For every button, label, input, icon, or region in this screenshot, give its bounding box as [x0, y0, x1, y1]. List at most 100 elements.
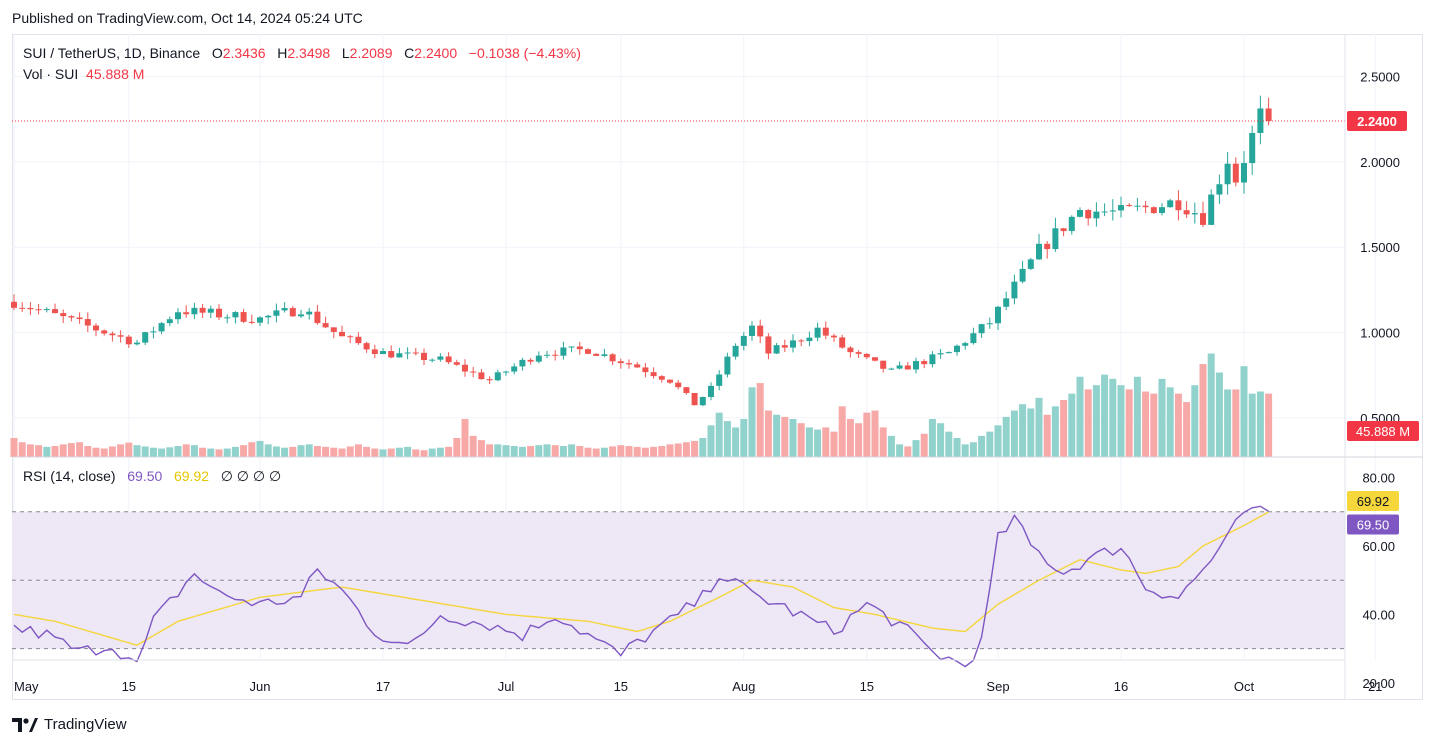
open-value: 2.3436	[222, 45, 266, 61]
volume-bar	[281, 447, 289, 457]
candle-body	[412, 352, 419, 354]
candle-body	[675, 382, 682, 388]
volume-bar	[51, 446, 59, 457]
volume-bar	[436, 447, 444, 457]
candle-body	[511, 366, 518, 372]
candle-body	[1077, 210, 1083, 217]
volume-bar	[928, 418, 936, 457]
volume-bar	[1256, 391, 1264, 457]
volume-bar	[773, 414, 781, 457]
volume-tag	[1347, 421, 1419, 441]
candle-body	[626, 363, 632, 365]
volume-bar	[420, 450, 428, 457]
volume-bar	[76, 442, 84, 457]
candle-body	[248, 321, 255, 323]
candle-body	[257, 317, 263, 323]
candle-body	[740, 335, 747, 346]
candle-body	[166, 319, 173, 324]
volume-bar	[199, 447, 207, 457]
candle-body	[855, 352, 862, 354]
candle-body	[1208, 194, 1215, 225]
volume-bar	[1076, 376, 1084, 457]
candle-body	[1003, 298, 1010, 307]
candle-body	[847, 347, 854, 353]
candle-body	[355, 336, 362, 344]
volume-bar	[477, 440, 485, 457]
high-value: 2.3498	[287, 45, 331, 61]
volume-bar	[1150, 393, 1158, 457]
candle-body	[1249, 132, 1256, 164]
time-tick-label: Oct	[1234, 679, 1255, 694]
footer: TradingView	[12, 716, 127, 733]
volume-bar	[822, 427, 830, 457]
candle-body	[76, 317, 83, 320]
candle-body	[1060, 228, 1067, 232]
candle-body	[790, 340, 796, 348]
candle-body	[437, 356, 444, 360]
candle-body	[1191, 213, 1198, 215]
candle-body	[134, 342, 140, 345]
candle-body	[642, 367, 649, 373]
low-label: L	[341, 45, 350, 61]
candle-body	[749, 325, 755, 336]
volume-bar	[190, 445, 198, 457]
candle-body	[929, 354, 936, 365]
candle-body	[421, 352, 427, 361]
volume-bar	[805, 427, 813, 457]
volume-bar	[395, 447, 403, 457]
price-tick-label: 1.5000	[1360, 240, 1400, 255]
rsi-tick-label: 80.00	[1362, 471, 1395, 486]
volume-bar	[1199, 364, 1207, 457]
volume-bar	[1010, 410, 1018, 457]
candle-body	[724, 356, 731, 375]
rsi-extra-values: ∅ ∅ ∅ ∅	[220, 468, 282, 484]
volume-bar	[305, 444, 313, 457]
volume-bar	[35, 445, 43, 457]
candle-body	[191, 307, 198, 315]
volume-bar	[1117, 385, 1125, 457]
candle-body	[609, 354, 616, 362]
volume-bar	[43, 446, 51, 457]
close-label: C	[404, 45, 415, 61]
volume-bar	[1060, 399, 1068, 457]
candle-body	[593, 353, 600, 356]
candle-body	[708, 385, 714, 398]
volume-bar	[723, 421, 731, 457]
volume-bar	[297, 445, 305, 457]
volume-bar	[937, 423, 945, 457]
time-tick-label: 21	[1368, 679, 1382, 694]
candle-body	[831, 335, 837, 338]
volume-bar	[1174, 393, 1182, 457]
candle-body	[183, 312, 190, 315]
candle-body	[101, 330, 108, 334]
published-caption: Published on TradingView.com, Oct 14, 20…	[12, 10, 363, 26]
footer-brand: TradingView	[44, 716, 127, 733]
volume-bar	[576, 446, 584, 457]
volume-bar	[322, 446, 330, 457]
candle-body	[1027, 259, 1034, 269]
volume-bar	[330, 447, 338, 457]
candle-body	[1085, 210, 1092, 219]
candle-body	[281, 308, 288, 311]
close-value: 2.2400	[414, 45, 458, 61]
candle-body	[699, 397, 706, 406]
volume-tag-text: 45.888 M	[1356, 424, 1410, 439]
last-price-tag	[1347, 110, 1407, 131]
candle-body	[445, 356, 452, 363]
time-tick-label: 15	[122, 679, 136, 694]
volume-bar	[379, 449, 387, 457]
volume-bar	[486, 444, 494, 457]
volume-bar	[1248, 393, 1256, 457]
volume-bar	[1125, 389, 1133, 457]
volume-bar	[1265, 393, 1273, 457]
candle-body	[265, 315, 272, 318]
rsi-ma-tag-text: 69.92	[1357, 494, 1390, 509]
volume-bar	[748, 387, 756, 457]
candle-body	[1265, 108, 1272, 121]
volume-bar	[953, 437, 961, 457]
volume-bar	[568, 444, 576, 457]
volume-bar	[969, 442, 977, 457]
candle-body	[273, 310, 280, 316]
candle-body	[527, 359, 534, 362]
